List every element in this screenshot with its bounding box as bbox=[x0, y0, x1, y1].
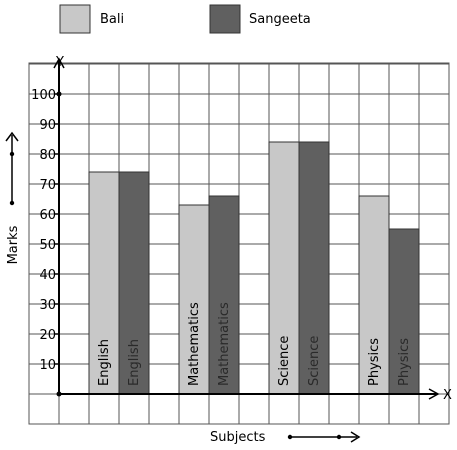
bar-sangeeta-physics bbox=[388, 228, 420, 395]
bar-label-bali-science: Science bbox=[277, 336, 292, 386]
y-tick-labels: 10 20 30 40 50 60 70 80 90 100 bbox=[31, 88, 59, 373]
bar-label-bali-mathematics: Mathematics bbox=[187, 302, 202, 386]
bar-sangeeta-mathematics bbox=[208, 195, 240, 395]
y-tick-label: 50 bbox=[39, 238, 56, 253]
y-tick-label: 90 bbox=[39, 118, 56, 133]
y-axis-name: Y bbox=[55, 55, 64, 70]
legend-swatch-sangeeta bbox=[209, 4, 241, 34]
legend: Bali Sangeeta bbox=[59, 4, 311, 34]
y-tick-label: 40 bbox=[39, 268, 56, 283]
x-axis-arrow-icon bbox=[428, 388, 440, 400]
bar-label-bali-physics: Physics bbox=[367, 338, 382, 386]
bar-bali-mathematics bbox=[178, 204, 210, 395]
bar-label-sangeeta-english: English bbox=[127, 339, 142, 386]
bar-label-bali-english: English bbox=[97, 339, 112, 386]
axes bbox=[53, 57, 440, 400]
y-tick-label: 10 bbox=[39, 358, 56, 373]
legend-swatch-bali bbox=[59, 4, 91, 34]
x-direction-arrow-icon bbox=[287, 431, 361, 443]
y-tick-label: 60 bbox=[39, 208, 56, 223]
x-axis-name: X bbox=[443, 388, 452, 403]
legend-label-sangeeta: Sangeeta bbox=[249, 12, 311, 27]
y-tick-label: 30 bbox=[39, 298, 56, 313]
bar-bali-science bbox=[268, 141, 300, 395]
bars: English English Mathematics Mathematics Scie… bbox=[88, 141, 420, 395]
y-direction-arrow-icon bbox=[5, 131, 19, 206]
y-axis-title: Marks bbox=[6, 225, 21, 264]
bar-label-sangeeta-mathematics: Mathematics bbox=[217, 302, 232, 386]
origin-dot bbox=[56, 391, 62, 397]
x-axis-title: Subjects bbox=[210, 430, 266, 445]
y-tick-label: 80 bbox=[39, 148, 56, 163]
y-tick-label: 70 bbox=[39, 178, 56, 193]
legend-label-bali: Bali bbox=[100, 12, 124, 27]
y-tick-label: 20 bbox=[39, 328, 56, 343]
bar-label-sangeeta-physics: Physics bbox=[397, 338, 412, 386]
bar-bali-physics bbox=[358, 195, 390, 395]
bar-label-sangeeta-science: Science bbox=[307, 336, 322, 386]
y-axis-arrow-icon bbox=[53, 57, 65, 69]
y-tick-label: 100 bbox=[31, 88, 56, 103]
bar-sangeeta-english bbox=[118, 171, 150, 395]
